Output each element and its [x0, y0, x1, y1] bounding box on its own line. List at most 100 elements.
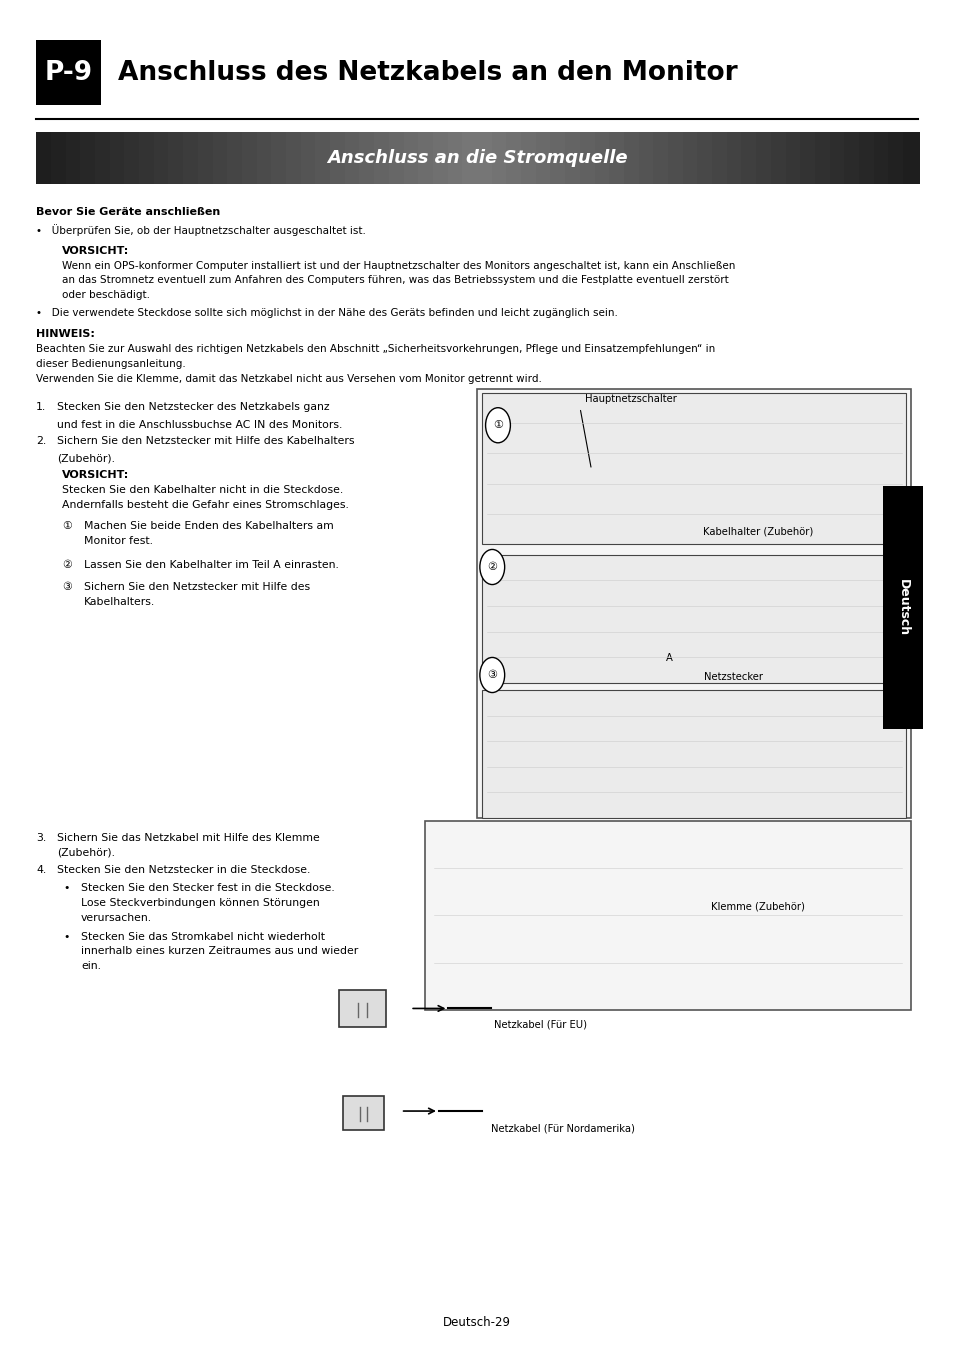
Text: •   Überprüfen Sie, ob der Hauptnetzschalter ausgeschaltet ist.: • Überprüfen Sie, ob der Hauptnetzschalt…	[36, 224, 366, 236]
Bar	[481, 393, 905, 544]
Bar	[424, 821, 910, 1010]
Bar	[462, 132, 478, 184]
Bar	[359, 132, 375, 184]
Bar	[784, 132, 801, 184]
Bar	[344, 132, 361, 184]
Bar	[197, 132, 214, 184]
Bar	[36, 40, 101, 105]
Bar	[447, 132, 464, 184]
Bar	[286, 132, 302, 184]
Bar	[726, 132, 742, 184]
Text: ①: ①	[62, 521, 71, 531]
Text: Lose Steckverbindungen können Störungen: Lose Steckverbindungen können Störungen	[81, 898, 319, 907]
Bar	[564, 132, 581, 184]
Bar	[139, 132, 155, 184]
Bar	[476, 132, 493, 184]
Bar	[153, 132, 171, 184]
Bar	[520, 132, 537, 184]
Bar	[374, 132, 391, 184]
Bar	[476, 389, 910, 818]
Text: ①: ①	[493, 420, 502, 431]
Text: ②: ②	[62, 560, 71, 570]
Bar	[491, 132, 508, 184]
Bar	[873, 132, 889, 184]
Bar	[315, 132, 332, 184]
Text: VORSICHT:: VORSICHT:	[62, 246, 129, 255]
Text: innerhalb eines kurzen Zeitraumes aus und wieder: innerhalb eines kurzen Zeitraumes aus un…	[81, 946, 358, 956]
Bar	[183, 132, 199, 184]
Text: Monitor fest.: Monitor fest.	[84, 536, 152, 545]
Text: Anschluss an die Stromquelle: Anschluss an die Stromquelle	[326, 148, 627, 167]
Bar	[814, 132, 831, 184]
Bar	[213, 132, 229, 184]
Text: Wenn ein OPS-konformer Computer installiert ist und der Hauptnetzschalter des Mo: Wenn ein OPS-konformer Computer installi…	[62, 261, 735, 270]
Text: Lassen Sie den Kabelhalter im Teil A einrasten.: Lassen Sie den Kabelhalter im Teil A ein…	[84, 560, 338, 570]
Text: Stecken Sie den Netzstecker des Netzkabels ganz: Stecken Sie den Netzstecker des Netzkabe…	[57, 402, 330, 412]
Bar	[330, 132, 346, 184]
Text: Kabelhalters.: Kabelhalters.	[84, 597, 155, 606]
Bar	[579, 132, 596, 184]
Bar	[51, 132, 68, 184]
Text: Andernfalls besteht die Gefahr eines Stromschlages.: Andernfalls besteht die Gefahr eines Str…	[62, 500, 349, 509]
Text: Anschluss des Netzkabels an den Monitor: Anschluss des Netzkabels an den Monitor	[118, 59, 738, 86]
Bar	[667, 132, 684, 184]
Circle shape	[479, 657, 504, 693]
Bar	[638, 132, 655, 184]
Bar	[800, 132, 816, 184]
Bar	[682, 132, 699, 184]
Text: Deutsch: Deutsch	[896, 579, 909, 636]
Bar	[740, 132, 758, 184]
Text: Machen Sie beide Enden des Kabelhalters am: Machen Sie beide Enden des Kabelhalters …	[84, 521, 334, 531]
Text: Netzkabel (Für Nordamerika): Netzkabel (Für Nordamerika)	[491, 1123, 635, 1133]
Bar	[481, 690, 905, 818]
Text: 1.: 1.	[36, 402, 47, 412]
Text: (Zubehör).: (Zubehör).	[57, 848, 115, 857]
Text: Deutsch-29: Deutsch-29	[442, 1316, 511, 1330]
Bar	[653, 132, 669, 184]
Bar	[481, 555, 905, 683]
Bar	[887, 132, 904, 184]
Bar	[242, 132, 258, 184]
Bar	[389, 132, 405, 184]
Text: •   Die verwendete Steckdose sollte sich möglichst in der Nähe des Geräts befind: • Die verwendete Steckdose sollte sich m…	[36, 308, 618, 317]
Text: 2.: 2.	[36, 436, 47, 446]
Bar	[536, 132, 552, 184]
Bar	[697, 132, 713, 184]
Bar	[300, 132, 317, 184]
Text: P-9: P-9	[45, 59, 92, 86]
Text: Verwenden Sie die Klemme, damit das Netzkabel nicht aus Versehen vom Monitor get: Verwenden Sie die Klemme, damit das Netz…	[36, 374, 541, 383]
Text: Bevor Sie Geräte anschließen: Bevor Sie Geräte anschließen	[36, 207, 220, 216]
Bar	[80, 132, 97, 184]
Bar	[843, 132, 860, 184]
Text: an das Stromnetz eventuell zum Anfahren des Computers führen, was das Betriebssy: an das Stromnetz eventuell zum Anfahren …	[62, 275, 728, 285]
Text: Stecken Sie den Netzstecker in die Steckdose.: Stecken Sie den Netzstecker in die Steck…	[57, 865, 311, 875]
Bar	[902, 132, 919, 184]
Text: Netzkabel (Für EU): Netzkabel (Für EU)	[494, 1019, 586, 1029]
Text: verursachen.: verursachen.	[81, 913, 152, 922]
Circle shape	[485, 408, 510, 443]
Text: 4.: 4.	[36, 865, 47, 875]
Text: HINWEIS:: HINWEIS:	[36, 329, 95, 339]
Bar	[609, 132, 625, 184]
Bar	[858, 132, 875, 184]
Text: ③: ③	[487, 670, 497, 680]
Bar	[550, 132, 566, 184]
Text: VORSICHT:: VORSICHT:	[62, 470, 129, 479]
Bar	[433, 132, 449, 184]
Bar	[36, 132, 52, 184]
Text: Stecken Sie das Stromkabel nicht wiederholt: Stecken Sie das Stromkabel nicht wiederh…	[81, 931, 325, 941]
Text: Sichern Sie den Netzstecker mit Hilfe des Kabelhalters: Sichern Sie den Netzstecker mit Hilfe de…	[57, 436, 355, 446]
Text: ein.: ein.	[81, 961, 101, 971]
Text: 3.: 3.	[36, 833, 47, 842]
Circle shape	[479, 549, 504, 585]
Bar	[403, 132, 419, 184]
Text: (Zubehör).: (Zubehör).	[57, 454, 115, 463]
Bar	[66, 132, 82, 184]
Bar	[110, 132, 126, 184]
Text: Stecken Sie den Stecker fest in die Steckdose.: Stecken Sie den Stecker fest in die Stec…	[81, 883, 335, 892]
Bar	[770, 132, 786, 184]
Bar	[227, 132, 244, 184]
Bar	[256, 132, 273, 184]
Bar	[711, 132, 728, 184]
Bar	[829, 132, 845, 184]
